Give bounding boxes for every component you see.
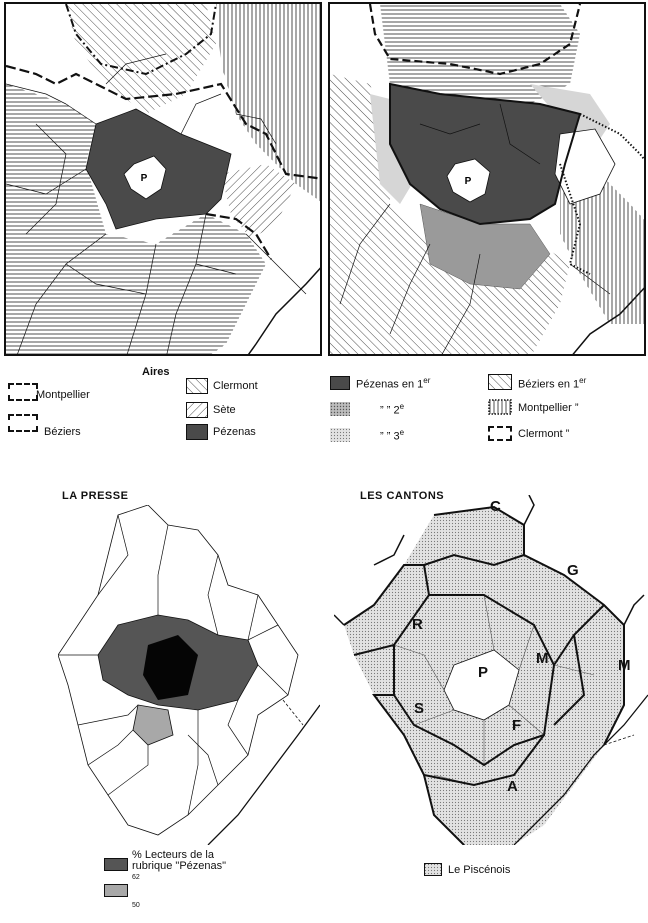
swatch-beziers: [8, 414, 38, 432]
legend-sete: Sète: [213, 404, 236, 416]
swatch-clermont: [186, 378, 208, 394]
presse-value-62: 62: [132, 874, 140, 881]
canton-letter-c: C: [490, 498, 501, 515]
canton-letter-a: A: [507, 778, 518, 795]
cantons-title: LES CANTONS: [360, 490, 445, 502]
legend-rank2: ” ” 2e: [380, 402, 405, 417]
map-aires: P: [4, 2, 322, 356]
canton-letter-p: P: [478, 664, 489, 681]
swatch-rank3: [330, 428, 350, 442]
canton-letter-f: F: [512, 717, 522, 734]
swatch-pezenas: [186, 424, 208, 440]
svg-text:P: P: [465, 176, 472, 187]
legend-beziers-1er: Béziers en 1er: [518, 376, 587, 391]
canton-letter-m2: M: [618, 657, 631, 674]
canton-letter-m1: M: [536, 650, 549, 667]
center-label-p: P: [141, 173, 148, 184]
legend-aires-title: Aires: [142, 366, 170, 378]
legend-montpellier-rank: Montpellier ”: [518, 402, 579, 414]
legend-pezenas: Pézenas: [213, 426, 256, 438]
swatch-presse-50: [104, 884, 128, 897]
presse-legend-text: % Lecteurs de la rubrique "Pézenas": [132, 849, 227, 872]
presse-value-50: 50: [132, 902, 140, 909]
swatch-beziers-1er: [488, 374, 512, 390]
map-presse: [58, 505, 320, 845]
legend-rank1: Pézenas en 1er: [356, 376, 431, 391]
legend-rank3: ” ” 3e: [380, 428, 405, 443]
map-cantons: [334, 495, 648, 845]
swatch-montpellier-rank: [488, 399, 512, 415]
swatch-presse-62: [104, 858, 128, 871]
swatch-rank2: [330, 402, 350, 416]
canton-letter-s: S: [414, 700, 425, 717]
swatch-rank1: [330, 376, 350, 390]
canton-letter-r: R: [412, 616, 423, 633]
presse-title: LA PRESSE: [62, 490, 129, 502]
swatch-sete: [186, 402, 208, 418]
legend-clermont: Clermont: [213, 380, 258, 392]
legend-montpellier: Montpellier: [36, 389, 90, 401]
swatch-clermont-rank: [488, 426, 512, 441]
swatch-piscenois: [424, 863, 442, 876]
cantons-legend-text: Le Piscénois: [448, 864, 511, 876]
canton-letter-g: G: [567, 562, 579, 579]
legend-clermont-rank: Clermont ”: [518, 428, 570, 440]
map-rank: P: [328, 2, 646, 356]
legend-beziers: Béziers: [44, 426, 81, 438]
swatch-montpellier: [8, 383, 38, 401]
